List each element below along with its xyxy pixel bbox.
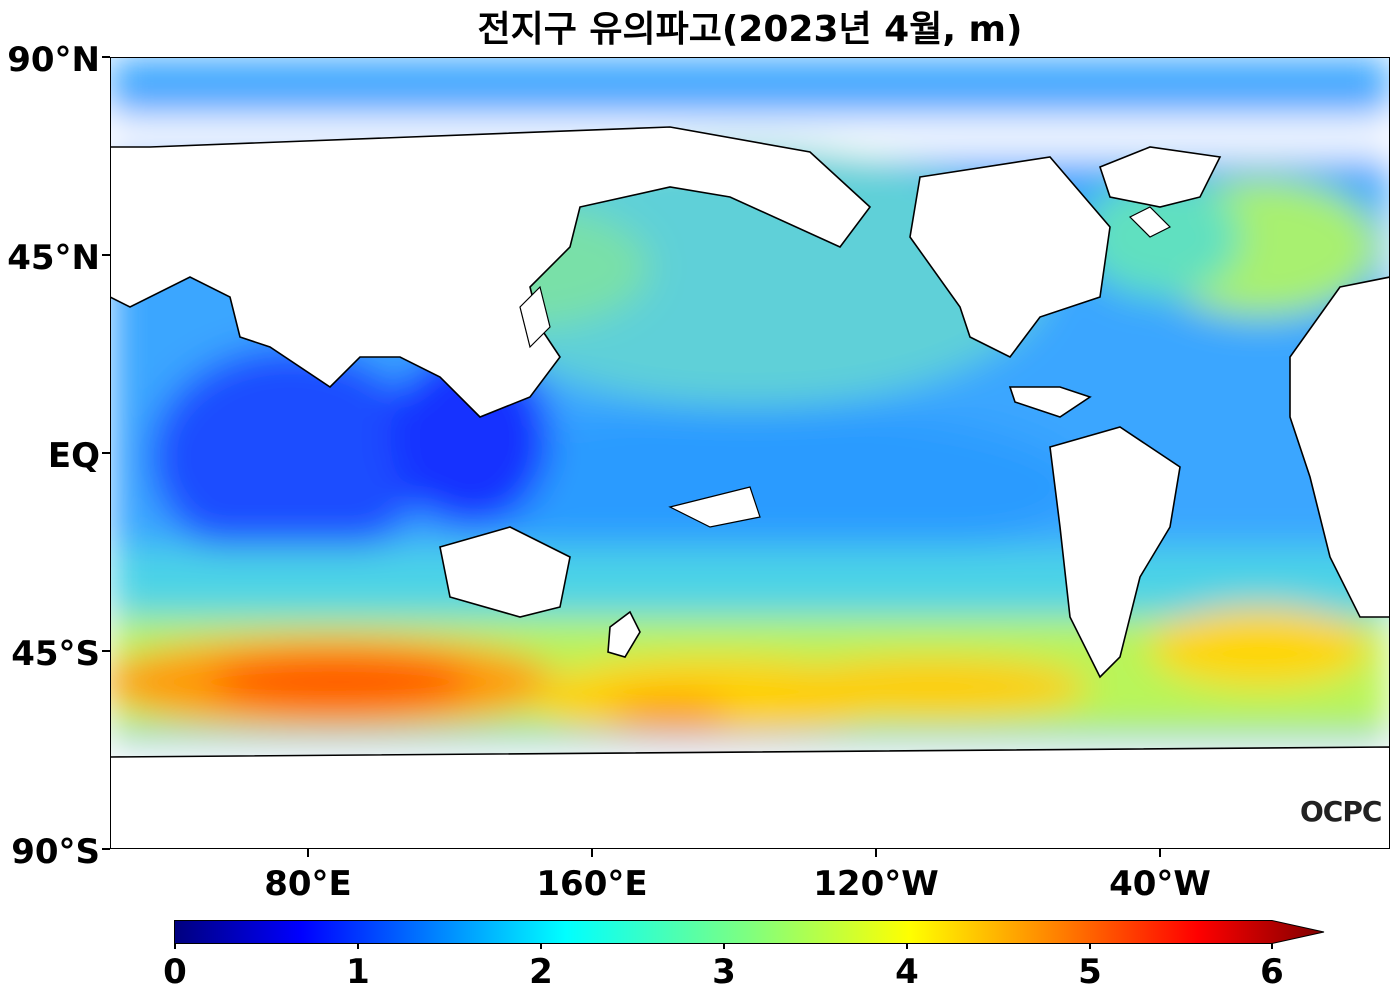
colorbar-label: 6 bbox=[1260, 952, 1284, 992]
colorbar-tick bbox=[1089, 943, 1091, 949]
lat-label-45s: 45°S bbox=[11, 634, 100, 674]
lon-tick bbox=[591, 849, 593, 857]
lon-tick bbox=[875, 849, 877, 857]
colorbar-label: 3 bbox=[712, 952, 736, 992]
lat-tick bbox=[102, 452, 110, 454]
colorbar-label: 5 bbox=[1078, 952, 1102, 992]
lat-label-45n: 45°N bbox=[7, 238, 100, 278]
lat-tick bbox=[102, 254, 110, 256]
coastlines bbox=[110, 126, 1390, 849]
lat-tick bbox=[102, 650, 110, 652]
lat-label-eq: EQ bbox=[47, 436, 100, 476]
colorbar bbox=[174, 919, 1329, 949]
colorbar-label: 2 bbox=[529, 952, 553, 992]
lon-label-40w: 40°W bbox=[1109, 864, 1211, 904]
ocpc-logo: OCPC bbox=[1300, 795, 1382, 828]
colorbar-tick bbox=[540, 943, 542, 949]
colorbar-tick bbox=[174, 943, 176, 949]
lon-label-80e: 80°E bbox=[264, 864, 352, 904]
lon-label-120w: 120°W bbox=[813, 864, 939, 904]
lat-label-90s: 90°S bbox=[11, 832, 100, 872]
map-border bbox=[110, 57, 1390, 849]
lat-tick bbox=[102, 848, 110, 850]
map-svg bbox=[110, 57, 1390, 849]
colorbar-tick bbox=[357, 943, 359, 949]
colorbar-tick bbox=[906, 943, 908, 949]
wave-height-map bbox=[110, 57, 1390, 849]
lat-label-90n: 90°N bbox=[7, 40, 100, 80]
colorbar-label: 1 bbox=[346, 952, 370, 992]
map-title: 전지구 유의파고(2023년 4월, m) bbox=[477, 9, 1023, 50]
lon-tick bbox=[307, 849, 309, 857]
lon-tick bbox=[1159, 849, 1161, 857]
lon-label-160e: 160°E bbox=[536, 864, 648, 904]
colorbar-label: 4 bbox=[895, 952, 919, 992]
colorbar-tick bbox=[1271, 943, 1273, 949]
colorbar-label: 0 bbox=[163, 952, 187, 992]
colorbar-tick bbox=[723, 943, 725, 949]
lat-tick bbox=[102, 56, 110, 58]
colorbar-svg bbox=[174, 920, 1325, 944]
